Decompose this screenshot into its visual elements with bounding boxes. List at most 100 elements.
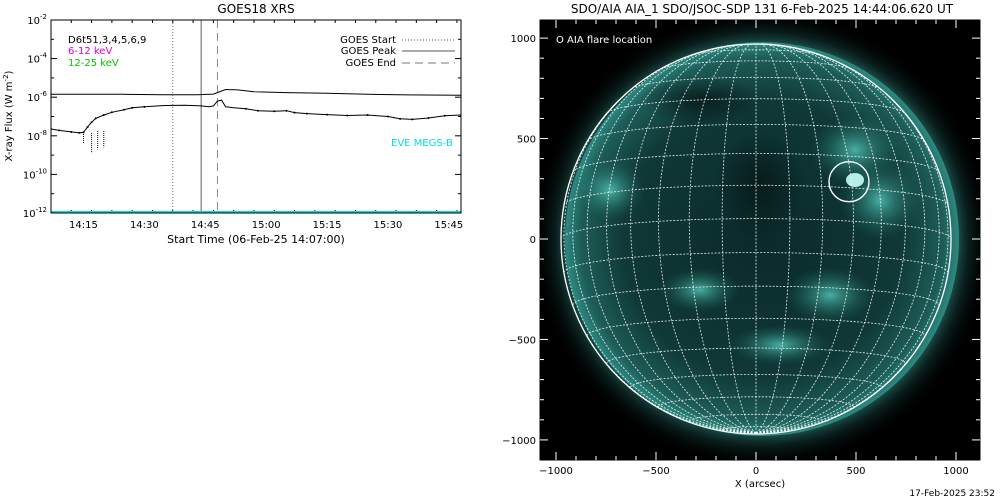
aia-title: SDO/AIA AIA_1 SDO/JSOC-SDP 131 6-Feb-202… <box>571 2 954 16</box>
goes-data-point <box>131 106 134 109</box>
sun-image: O AIA flare location <box>540 20 980 460</box>
aia-panel: SDO/AIA AIA_1 SDO/JSOC-SDP 131 6-Feb-202… <box>502 2 981 490</box>
goes-y-tick-base: 10 <box>27 132 40 143</box>
active-region-e <box>575 160 645 220</box>
goes-y-tick-base: 10 <box>23 170 36 181</box>
latitude-line <box>607 98 905 114</box>
active-region-se <box>660 268 740 312</box>
aia-y-tick-label: −1000 <box>502 436 536 447</box>
goes-y-tick-label: 10-4 <box>27 52 47 66</box>
eve-megs-b-label: EVE MEGS-B <box>391 138 453 149</box>
goes-data-point <box>293 111 296 114</box>
goes-data-point <box>143 105 146 108</box>
aia-x-axis-title: X (arcsec) <box>735 479 785 490</box>
goes-y-tick-exp: -4 <box>40 52 48 60</box>
goes-data-point <box>102 113 105 116</box>
goes-data-point <box>90 121 93 124</box>
latitude-line <box>572 153 940 172</box>
coronal-hole-n <box>640 75 760 125</box>
goes-x-axis-title: Start Time (06-Feb-25 14:07:00) <box>167 233 345 246</box>
legend-detectors: D6t51,3,4,5,6,9 <box>68 35 146 46</box>
goes-data-point <box>94 117 97 120</box>
longitude-line <box>630 44 757 434</box>
goes-legend-right: GOES Start GOES Peak GOES End <box>340 35 455 69</box>
goes-data-point <box>427 117 430 120</box>
goes-data-point <box>244 107 247 110</box>
latitude-line <box>587 124 925 142</box>
goes-y-tick-label: 10-6 <box>27 90 47 104</box>
longitude-line <box>755 46 926 434</box>
legend-6-12-kev: 6-12 keV <box>68 46 112 57</box>
longitude-line <box>755 43 791 434</box>
longitude-line <box>572 52 757 434</box>
goes-y-tick-exp: -8 <box>40 129 47 137</box>
goes-data-point <box>366 113 369 116</box>
goes-x-tick-label: 14:45 <box>191 220 220 231</box>
goes-y-axis-title-text: X-ray Flux (W m <box>4 81 15 161</box>
goes-y-axis-title-close: ) <box>4 70 15 74</box>
flare-brightening <box>846 173 864 187</box>
goes-tick-group <box>50 19 461 214</box>
active-region-sw <box>785 267 875 323</box>
legend-goes-end: GOES End <box>346 58 396 69</box>
goes-data-point <box>346 114 349 117</box>
aia-y-tick-labels: 1000 500 0 −500 −1000 <box>502 34 536 447</box>
goes-y-axis-title: X-ray Flux (W m-2) <box>2 70 15 161</box>
goes-data-point <box>399 117 402 120</box>
goes-y-tick-base: 10 <box>27 93 40 104</box>
legend-goes-peak: GOES Peak <box>341 46 396 57</box>
aia-tick-group <box>540 20 980 460</box>
solar-limb <box>560 43 952 435</box>
goes-y-tick-base: 10 <box>23 209 36 220</box>
goes-y-tick-exp: -2 <box>40 13 47 21</box>
goes-data-point <box>305 112 308 115</box>
longitude-line <box>755 45 906 434</box>
goes-y-tick-base: 10 <box>27 16 40 27</box>
goes-data-point <box>443 114 446 117</box>
goes-plot-frame <box>50 19 462 214</box>
goes-y-tick-exp: -10 <box>36 167 47 175</box>
goes-x-tick-label: 14:15 <box>69 220 98 231</box>
goes-legend-left: D6t51,3,4,5,6,9 6-12 keV 12-25 keV <box>68 35 146 69</box>
aia-x-tick-label: −500 <box>642 466 669 477</box>
aia-x-tick-label: 0 <box>753 466 759 477</box>
goes-data-point <box>257 109 260 112</box>
goes-x-tick-label: 15:15 <box>313 220 342 231</box>
goes-x-tick-labels: 14:15 14:30 14:45 15:00 15:15 15:30 15:45 <box>69 220 463 231</box>
legend-12-25-kev: 12-25 keV <box>68 58 119 69</box>
coronal-hole-center <box>715 130 805 240</box>
goes-data-point <box>386 115 389 118</box>
goes-y-tick-label: 10-8 <box>27 129 47 143</box>
longitude-line <box>688 43 757 434</box>
longitude-line <box>586 46 757 434</box>
footer-timestamp: 17-Feb-2025 23:52 <box>909 489 995 499</box>
goes-y-tick-label: 10-10 <box>23 167 47 181</box>
longitude-line <box>658 44 757 434</box>
goes-data-point <box>110 111 113 114</box>
aia-plot-frame <box>539 19 981 461</box>
goes-x-tick-label: 14:30 <box>130 220 159 231</box>
legend-goes-start: GOES Start <box>340 35 396 46</box>
aia-y-tick-label: 0 <box>530 235 536 246</box>
goes-data-point <box>70 130 73 133</box>
aia-x-tick-label: 500 <box>846 466 865 477</box>
longitude-line <box>755 44 854 434</box>
heliographic-grid <box>560 43 952 434</box>
goes-data-point <box>273 110 276 113</box>
goes-x-tick-label: 15:30 <box>374 220 403 231</box>
goes-series-line <box>51 88 461 96</box>
goes-series-line <box>51 99 461 134</box>
latitude-line <box>572 285 940 306</box>
goes-data-point <box>285 109 288 112</box>
longitude-line <box>721 43 757 434</box>
longitude-line <box>755 52 940 434</box>
goes-y-axis-title-sup: -2 <box>2 74 10 81</box>
goes-data-point <box>326 113 329 116</box>
goes-title: GOES18 XRS <box>217 2 294 16</box>
aia-y-tick-label: 1000 <box>511 34 536 45</box>
latitude-line <box>631 76 881 89</box>
goes-series-group <box>51 88 461 213</box>
goes-data-point <box>58 129 61 132</box>
